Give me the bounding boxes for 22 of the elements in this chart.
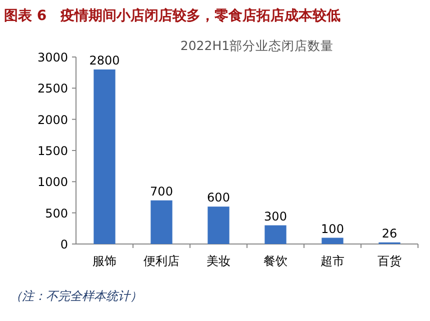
ytick: 2500 [37,82,68,96]
ytick: 1000 [37,175,68,190]
annotation: （注：不完全样本统计） [10,289,142,303]
ytick: 2000 [37,112,68,127]
data-label: 2800 [89,53,120,68]
ytick: 3000 [37,50,68,64]
ytick: 0 [60,238,68,252]
subtitle: 2022H1部分业态闭店数量 [180,38,334,53]
category: 百货 [378,254,402,268]
category: 便利店 [144,254,180,268]
category: 美妆 [206,254,230,268]
data-label: 600 [207,190,230,205]
title: 图表 6 疫情期间小店闭店较多，零食店拓店成本较低 [4,8,341,24]
category: 服饰 [92,254,116,268]
data-label: 26 [382,226,398,240]
ytick: 500 [45,206,68,220]
data-label: 300 [264,209,287,224]
data-label: 100 [321,222,344,236]
data-label: 700 [150,184,173,198]
ytick: 1500 [37,144,68,158]
category: 超市 [320,254,344,268]
category: 餐饮 [264,254,288,268]
